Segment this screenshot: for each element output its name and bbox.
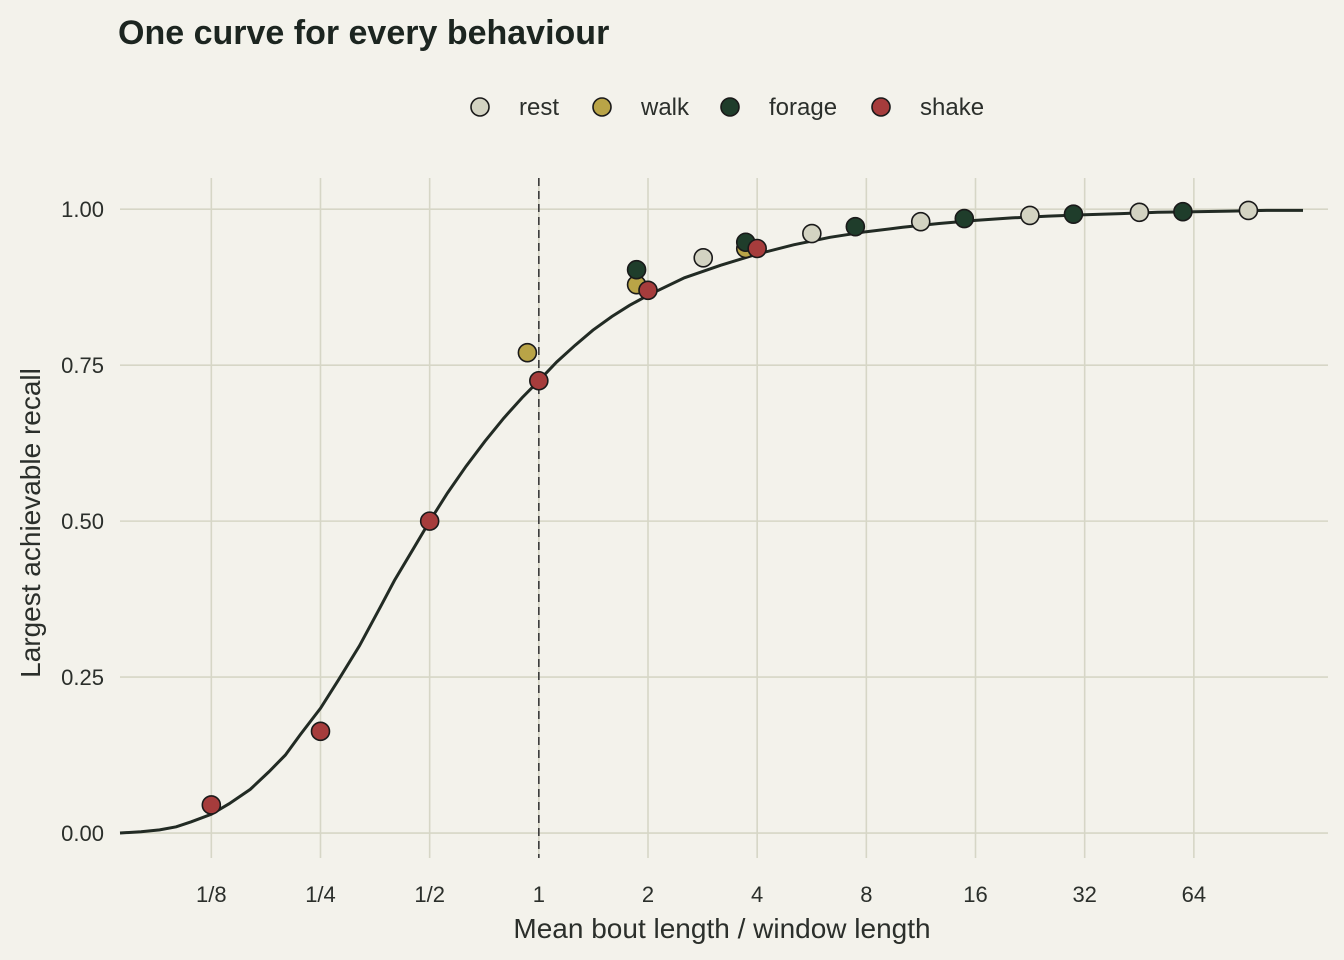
- x-tick-label-3: 1: [533, 882, 545, 907]
- rest-point-4: [1129, 202, 1150, 223]
- x-axis-title: Mean bout length / window length: [513, 913, 930, 944]
- shake-point-2: [419, 511, 440, 531]
- forage-point-5: [1173, 201, 1193, 222]
- x-tick-label-1: 1/4: [305, 882, 336, 907]
- gridlines: [120, 178, 1328, 858]
- forage-point-3: [954, 208, 975, 229]
- y-tick-label-3: 0.75: [61, 353, 104, 378]
- y-tick-label-0: 0.00: [61, 821, 104, 846]
- forage-point-2: [845, 216, 866, 237]
- x-tick-label-4: 2: [642, 882, 654, 907]
- x-tick-label-5: 4: [751, 882, 763, 907]
- x-tick-label-9: 64: [1182, 882, 1206, 907]
- legend-label-walk: walk: [640, 94, 690, 121]
- y-tick-label-1: 0.25: [61, 665, 104, 690]
- y-axis-title: Largest achievable recall: [15, 368, 46, 678]
- shake-point-0: [201, 795, 222, 815]
- legend-key-walk: [592, 97, 612, 117]
- x-tick-label-0: 1/8: [196, 882, 227, 907]
- rest-point-1: [802, 223, 822, 244]
- shake-point-3: [529, 370, 549, 391]
- x-tick-label-8: 32: [1072, 882, 1096, 907]
- shake-point-1: [310, 721, 331, 742]
- y-tick-label-4: 1.00: [61, 197, 104, 222]
- data-points: [201, 200, 1259, 815]
- x-tick-labels: 1/8 1/4 1/2 1 2 4 8 16 32 64: [196, 882, 1206, 907]
- rest-point-3: [1020, 205, 1040, 226]
- shake-point-5: [747, 238, 767, 259]
- walk-point-0: [517, 342, 538, 363]
- legend-label-rest: rest: [519, 94, 559, 121]
- legend-key-rest: [470, 97, 490, 117]
- x-tick-label-6: 8: [860, 882, 872, 907]
- x-tick-label-2: 1/2: [414, 882, 445, 907]
- shake-point-4: [638, 280, 658, 301]
- y-tick-label-2: 0.50: [61, 509, 104, 534]
- legend: rest walk forage shake: [470, 94, 984, 121]
- forage-point-0: [626, 259, 647, 280]
- chart-title: One curve for every behaviour: [118, 14, 609, 52]
- y-tick-labels: 0.00 0.25 0.50 0.75 1.00: [61, 197, 104, 846]
- legend-key-forage: [720, 97, 740, 117]
- legend-label-forage: forage: [769, 94, 837, 121]
- rest-point-2: [910, 211, 931, 232]
- legend-key-shake: [871, 97, 891, 117]
- x-tick-label-7: 16: [963, 882, 987, 907]
- fitted-curve: [119, 208, 1303, 835]
- rest-point-5: [1238, 200, 1259, 221]
- rest-point-0: [693, 248, 714, 268]
- forage-point-4: [1063, 204, 1084, 224]
- legend-label-shake: shake: [920, 94, 984, 121]
